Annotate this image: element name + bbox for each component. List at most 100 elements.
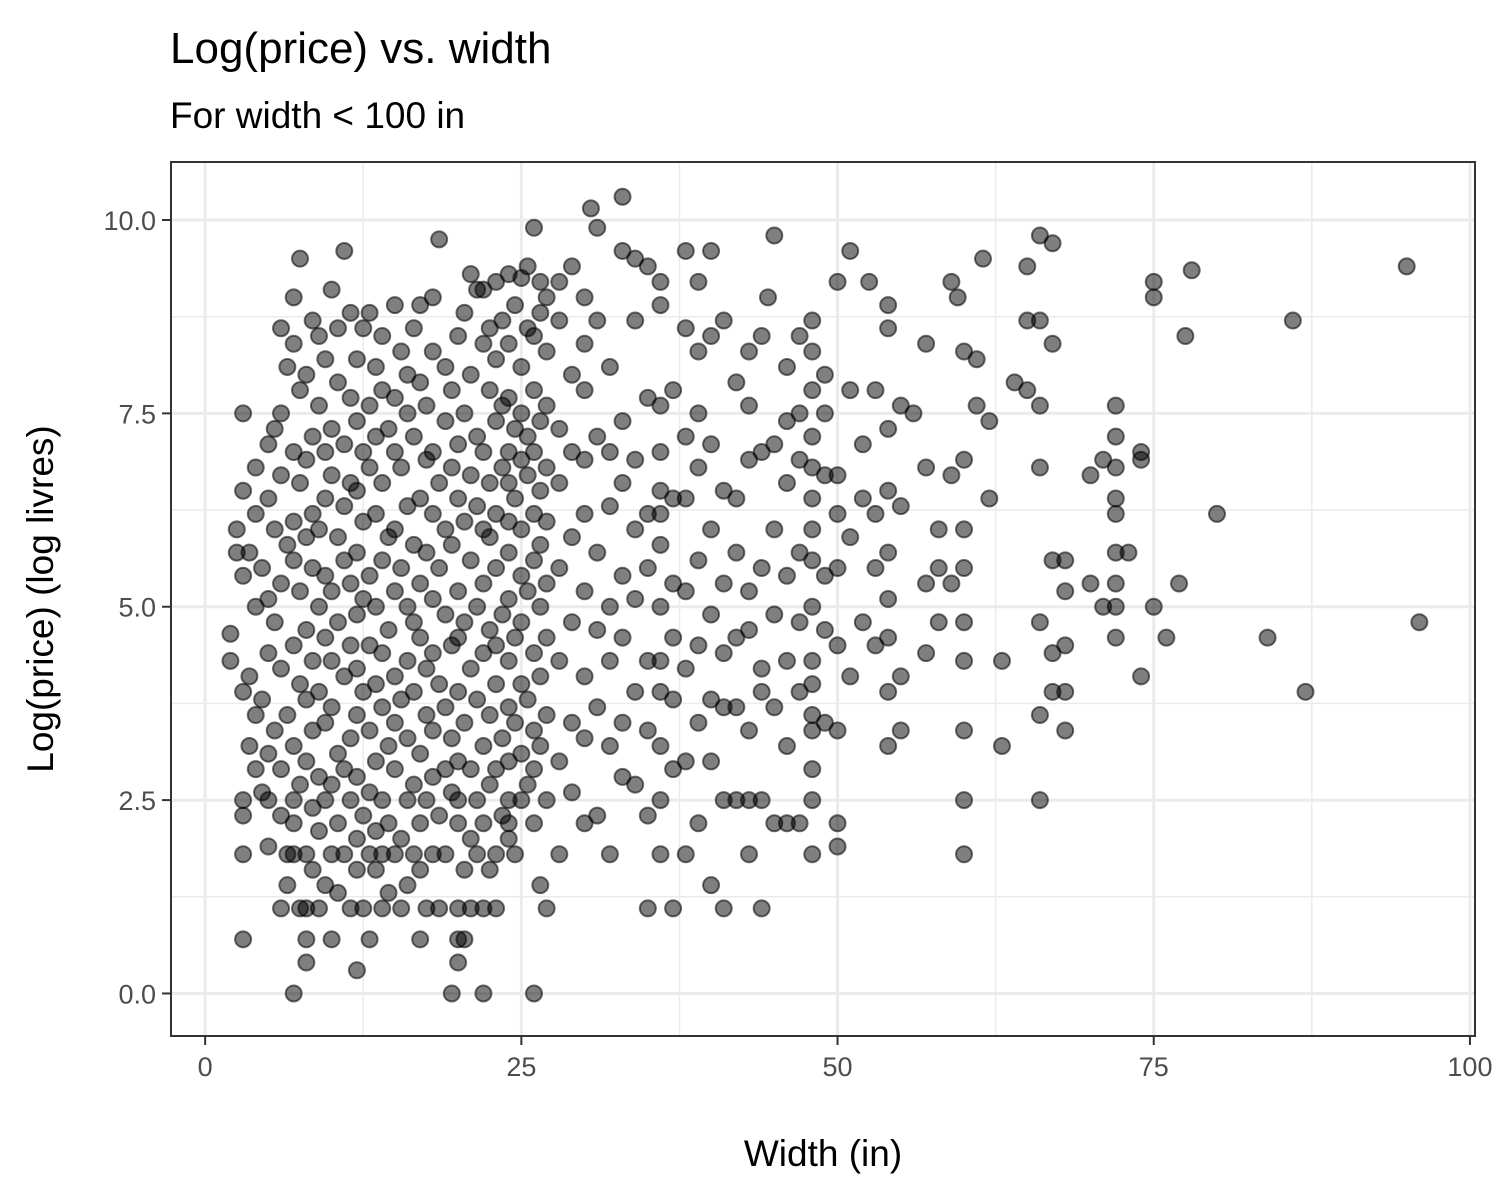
data-point: [803, 675, 822, 694]
data-point: [436, 760, 455, 779]
data-point: [487, 350, 506, 369]
data-point: [398, 729, 417, 748]
data-point: [234, 404, 253, 423]
data-point: [727, 373, 746, 392]
data-point: [777, 473, 796, 492]
data-point: [385, 713, 404, 732]
data-point: [360, 303, 379, 322]
data-point: [404, 682, 423, 701]
data-point: [524, 551, 543, 570]
data-point: [373, 473, 392, 492]
data-point: [841, 528, 860, 547]
data-point: [967, 350, 986, 369]
data-point: [740, 450, 759, 469]
data-point: [328, 319, 347, 338]
data-point: [234, 806, 253, 825]
data-point: [322, 775, 341, 794]
x-tick-label: 25: [506, 1052, 536, 1082]
data-point: [1397, 257, 1416, 276]
data-point: [512, 450, 531, 469]
data-point: [354, 443, 373, 462]
data-point: [506, 713, 525, 732]
data-point: [303, 798, 322, 817]
data-point: [309, 767, 328, 786]
data-point: [879, 590, 898, 608]
x-tick-label: 100: [1447, 1052, 1492, 1082]
data-point: [297, 845, 316, 864]
data-point: [385, 667, 404, 686]
data-point: [664, 899, 683, 918]
data-point: [284, 791, 303, 810]
data-point: [272, 806, 291, 825]
data-point: [1106, 396, 1125, 415]
data-point: [303, 559, 322, 578]
data-point: [487, 675, 506, 694]
data-point: [284, 984, 303, 1003]
data-point: [600, 497, 619, 516]
data-point: [430, 675, 449, 694]
data-point: [385, 845, 404, 864]
data-point: [777, 651, 796, 670]
data-point: [828, 559, 847, 578]
data-point: [322, 280, 341, 299]
data-point: [714, 481, 733, 500]
data-point: [727, 698, 746, 717]
data-point: [765, 605, 784, 624]
data-point: [404, 775, 423, 794]
data-point: [442, 535, 461, 554]
data-point: [512, 566, 531, 585]
data-point: [436, 605, 455, 624]
data-point: [480, 319, 499, 338]
data-point: [613, 473, 632, 492]
data-point: [676, 582, 695, 601]
data-point: [815, 713, 834, 732]
data-point: [1043, 234, 1062, 253]
data-point: [1106, 458, 1125, 477]
data-point: [474, 443, 493, 462]
data-point: [436, 845, 455, 864]
data-point: [347, 961, 366, 980]
data-point: [455, 713, 474, 732]
data-point: [322, 651, 341, 670]
data-point: [373, 327, 392, 346]
data-point: [316, 443, 335, 462]
data-point: [480, 775, 499, 794]
data-point: [309, 396, 328, 415]
data-point: [373, 551, 392, 570]
data-point: [879, 419, 898, 438]
data-point: [316, 713, 335, 732]
data-point: [354, 899, 373, 918]
data-point: [588, 311, 607, 330]
data-point: [790, 543, 809, 562]
data-point: [309, 682, 328, 701]
data-point: [411, 574, 430, 593]
data-point: [765, 520, 784, 539]
data-point: [246, 597, 265, 616]
data-point: [980, 489, 999, 508]
data-point: [461, 829, 480, 848]
data-point: [297, 450, 316, 469]
data-point: [702, 752, 721, 771]
data-point: [942, 466, 961, 485]
data-point: [626, 450, 645, 469]
data-point: [234, 845, 253, 864]
data-point: [1018, 257, 1037, 276]
data-point: [366, 597, 385, 616]
data-point: [651, 845, 670, 864]
data-point: [929, 613, 948, 632]
y-tick-label: 5.0: [118, 593, 156, 623]
data-point: [234, 566, 253, 585]
data-point: [638, 721, 657, 740]
data-point: [499, 590, 518, 608]
data-point: [309, 520, 328, 539]
data-point: [917, 644, 936, 663]
data-point: [291, 675, 310, 694]
data-point: [1119, 543, 1138, 562]
data-point: [234, 481, 253, 500]
data-point: [411, 489, 430, 508]
data-point: [689, 272, 708, 291]
data-point: [866, 559, 885, 578]
data-point: [518, 427, 537, 446]
data-point: [246, 760, 265, 779]
data-point: [404, 427, 423, 446]
